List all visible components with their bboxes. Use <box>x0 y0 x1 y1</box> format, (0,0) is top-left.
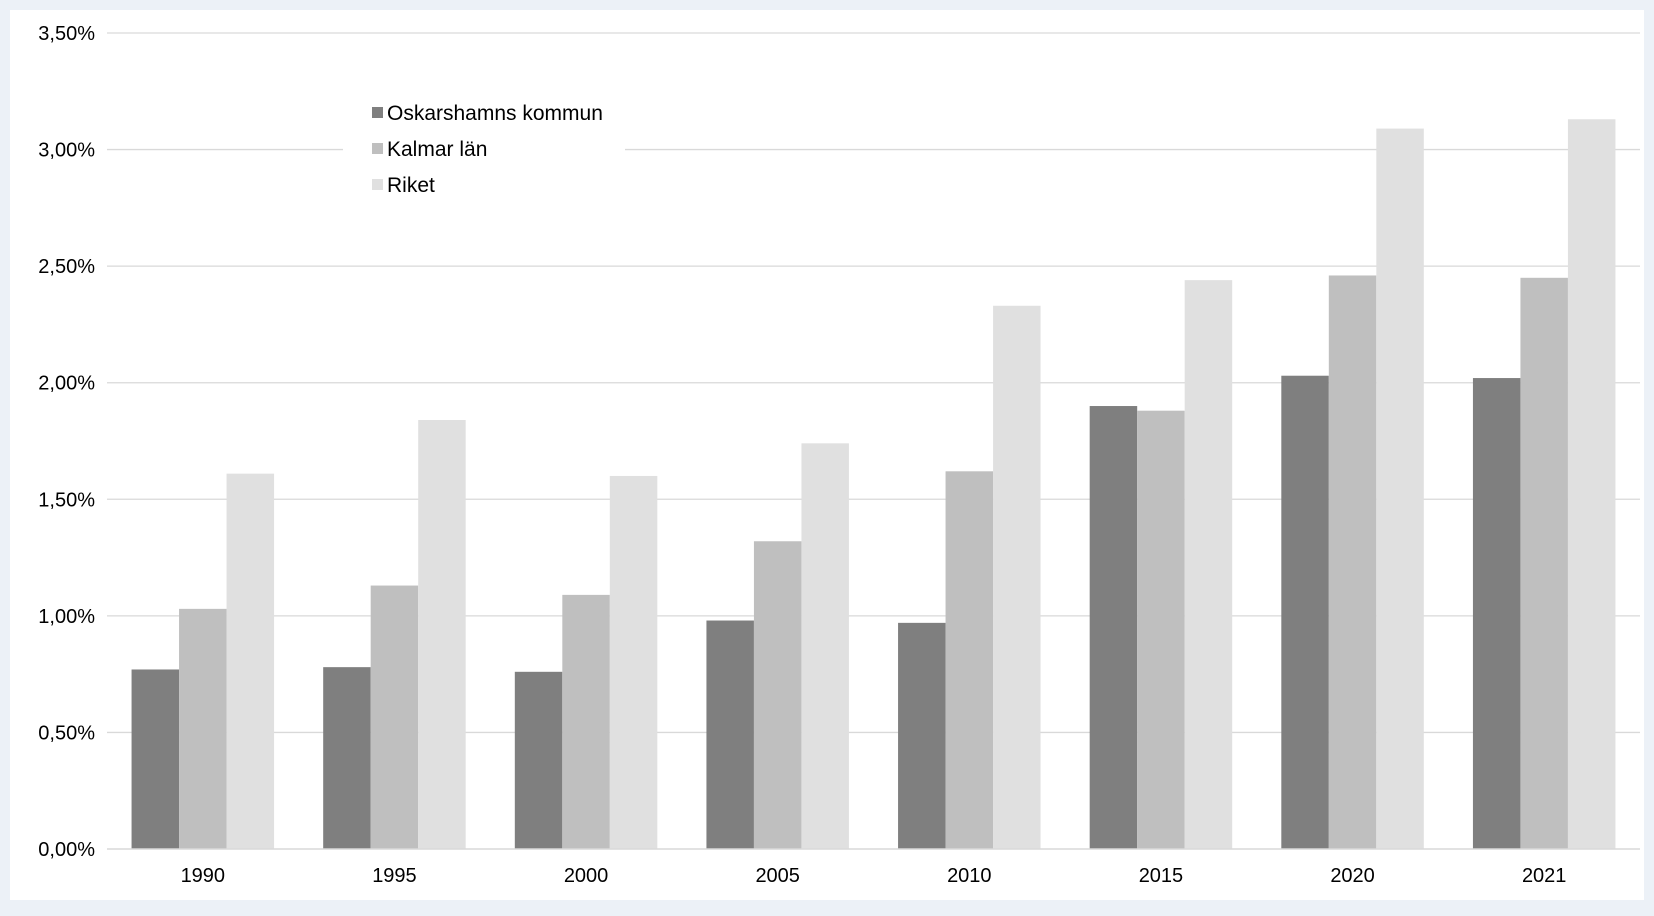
legend-label: Riket <box>387 174 435 197</box>
bar <box>1184 280 1233 849</box>
x-tick-label: 2020 <box>1330 865 1375 887</box>
bar <box>323 667 371 849</box>
bars <box>131 119 1616 850</box>
bar <box>514 671 563 849</box>
bar <box>370 585 419 849</box>
legend: Oskarshamns kommun Kalmar län Riket <box>343 92 625 206</box>
bar <box>1137 410 1185 849</box>
bar <box>1089 406 1138 849</box>
bar <box>801 443 849 849</box>
x-tick-label: 2010 <box>947 865 992 887</box>
bar <box>753 541 802 849</box>
y-tick-label: 1,00% <box>38 606 95 628</box>
x-tick-label: 2021 <box>1522 865 1567 887</box>
bar <box>1567 119 1616 849</box>
bar <box>1520 277 1568 849</box>
x-tick-label: 2005 <box>755 865 800 887</box>
y-tick-label: 2,00% <box>38 373 95 395</box>
x-tick-label: 2000 <box>564 865 609 887</box>
y-tick-label: 1,50% <box>38 489 95 511</box>
bar <box>898 622 946 849</box>
bar <box>562 594 610 849</box>
legend-swatch <box>372 179 383 190</box>
x-tick-label: 2015 <box>1139 865 1184 887</box>
bar <box>993 305 1041 850</box>
legend-background <box>343 92 625 206</box>
legend-label: Kalmar län <box>387 138 487 161</box>
bar <box>131 669 180 849</box>
bar <box>179 608 227 849</box>
bar <box>1281 375 1329 849</box>
bar <box>706 620 754 849</box>
y-tick-label: 2,50% <box>38 256 95 278</box>
y-tick-label: 3,50% <box>38 23 95 45</box>
legend-label: Oskarshamns kommun <box>387 102 603 125</box>
bar <box>1376 128 1424 850</box>
bar <box>945 471 994 849</box>
y-tick-label: 0,00% <box>38 839 95 861</box>
bar <box>609 475 658 849</box>
axes: 0,00% 0,50% 1,00% 1,50% 2,00% 2,50% 3,00% 3,50%… <box>38 23 1640 887</box>
legend-swatch <box>372 143 383 154</box>
legend-swatch <box>372 107 383 118</box>
x-tick-label: 1990 <box>181 865 226 887</box>
bar <box>226 473 275 849</box>
y-tick-label: 0,50% <box>38 722 95 744</box>
bar <box>1328 275 1377 849</box>
bar <box>418 420 466 849</box>
y-tick-label: 3,00% <box>38 140 95 162</box>
x-tick-label: 1995 <box>372 865 417 887</box>
bar <box>1472 378 1521 849</box>
